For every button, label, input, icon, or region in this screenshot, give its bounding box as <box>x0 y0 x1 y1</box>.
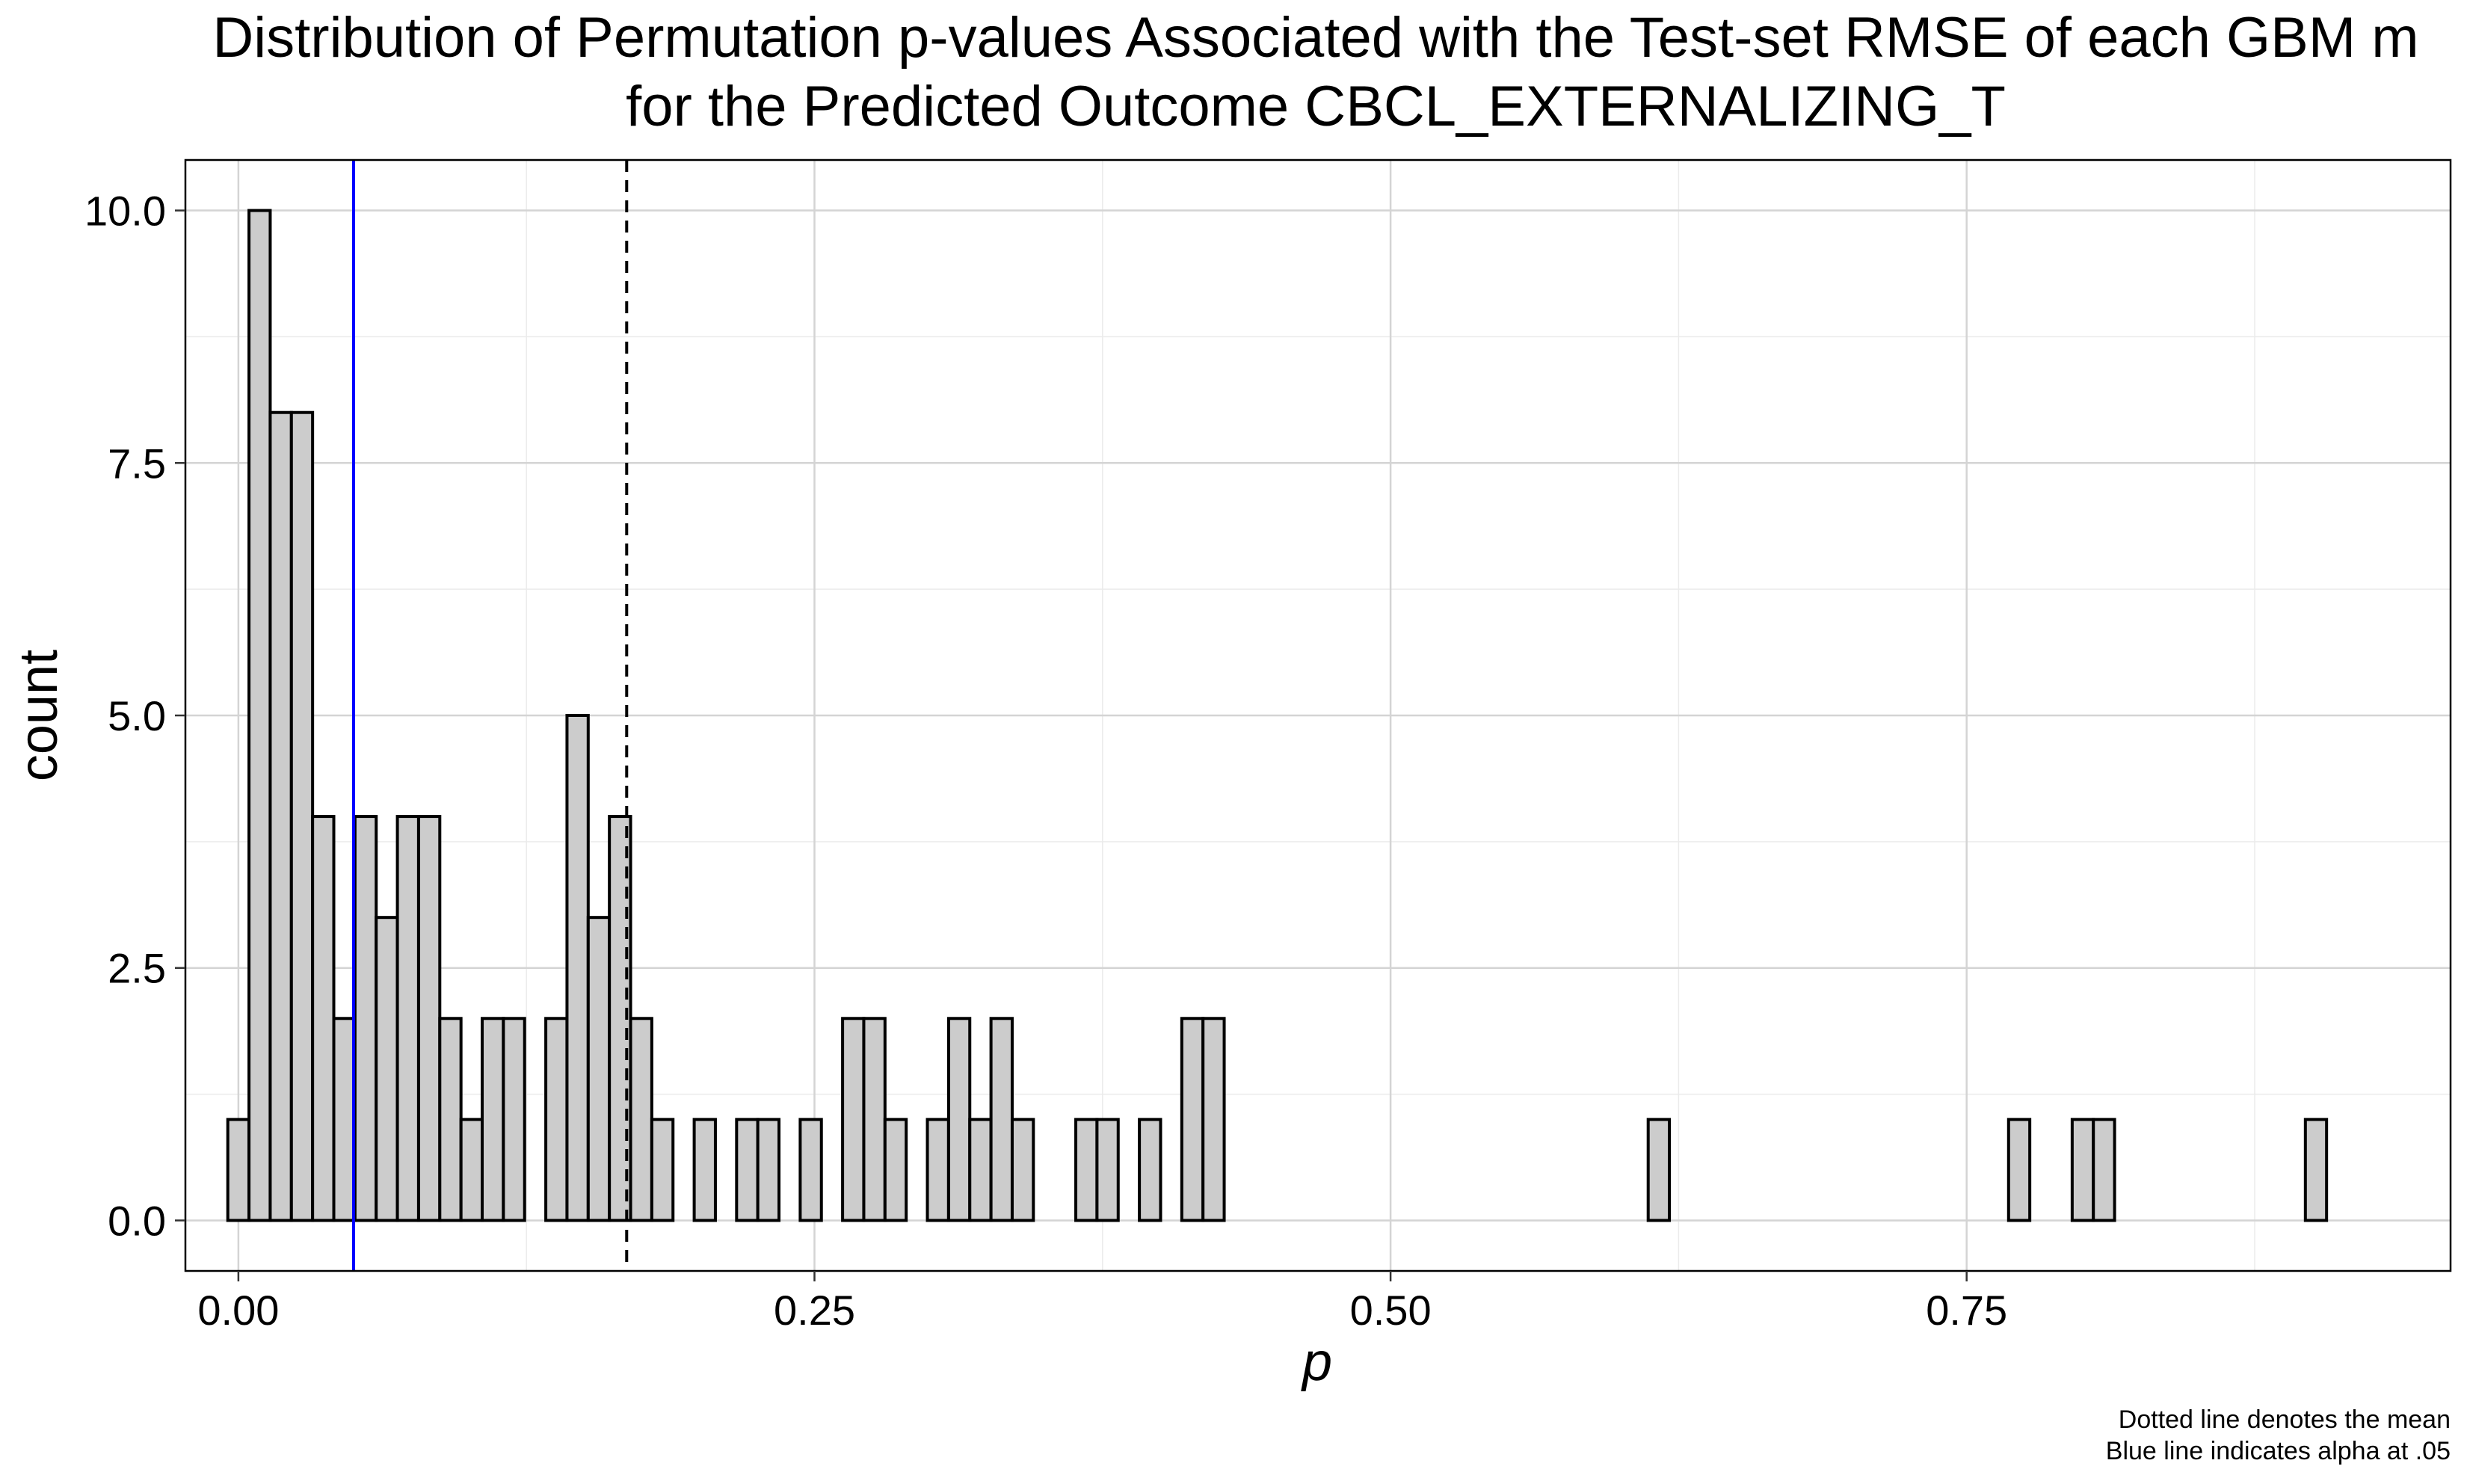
histogram-bar <box>459 1118 484 1222</box>
histogram-bar <box>798 1118 823 1222</box>
x-tick-label: 0.75 <box>1926 1287 2007 1334</box>
histogram-bar <box>1095 1118 1120 1222</box>
histogram-bars <box>226 209 2329 1222</box>
caption-alpha-note: Blue line indicates alpha at .05 <box>2106 1437 2451 1465</box>
histogram-bar <box>2006 1118 2032 1222</box>
histogram-bar <box>2092 1118 2116 1222</box>
histogram-bar <box>946 1017 972 1222</box>
histogram-bar <box>226 1118 251 1222</box>
histogram-bar <box>841 1017 866 1222</box>
y-axis: 0.0 2.5 5.0 7.5 10.0 <box>84 188 185 1244</box>
histogram-bar <box>481 1017 505 1222</box>
reference-lines <box>352 160 629 1271</box>
histogram-bar <box>332 1017 357 1222</box>
y-tick-label: 0.0 <box>108 1197 166 1244</box>
histogram-bar <box>502 1017 526 1222</box>
y-axis-label: count <box>9 650 69 781</box>
y-tick-label: 2.5 <box>108 945 166 992</box>
histogram-bar <box>586 916 612 1222</box>
histogram-bar <box>268 410 293 1222</box>
x-axis: 0.00 0.25 0.50 0.75 <box>197 1271 2007 1334</box>
histogram-bar <box>1646 1118 1672 1222</box>
histogram-bar <box>289 410 315 1222</box>
histogram-bar <box>1074 1118 1099 1222</box>
histogram-bar <box>395 815 420 1222</box>
histogram-bar <box>883 1118 908 1222</box>
y-tick-label: 7.5 <box>108 440 166 487</box>
x-tick-label: 0.50 <box>1350 1287 1432 1334</box>
histogram-bar <box>1201 1017 1226 1222</box>
histogram-bar <box>438 1017 463 1222</box>
histogram-bar <box>862 1017 887 1222</box>
histogram-bar <box>650 1118 675 1222</box>
y-tick-label: 5.0 <box>108 692 166 739</box>
histogram-bar <box>2303 1118 2329 1222</box>
histogram-bar <box>1138 1118 1162 1222</box>
histogram-bar <box>416 815 442 1222</box>
histogram-bar <box>565 714 590 1222</box>
histogram-bar <box>311 815 336 1222</box>
histogram-bar <box>544 1017 569 1222</box>
histogram-bar <box>756 1118 781 1222</box>
x-tick-label: 0.25 <box>774 1287 855 1334</box>
y-tick-label: 10.0 <box>84 188 166 235</box>
histogram-bar <box>375 916 399 1222</box>
caption-mean-note: Dotted line denotes the mean <box>2119 1406 2451 1434</box>
histogram-bar <box>2070 1118 2095 1222</box>
x-tick-label: 0.00 <box>197 1287 279 1334</box>
histogram-bar <box>735 1118 760 1222</box>
chart-title-line2: for the Predicted Outcome CBCL_EXTERNALI… <box>626 75 2006 138</box>
histogram-bar <box>989 1017 1014 1222</box>
histogram-bar <box>629 1017 653 1222</box>
histogram-bar <box>925 1118 950 1222</box>
histogram-bar <box>692 1118 717 1222</box>
histogram-bar <box>1010 1118 1035 1222</box>
x-axis-label: p <box>1301 1332 1332 1392</box>
histogram-bar <box>353 815 378 1222</box>
histogram-bar <box>247 209 272 1222</box>
chart-title-line1: Distribution of Permutation p-values Ass… <box>212 6 2418 70</box>
histogram-bar <box>968 1118 993 1222</box>
histogram-bar <box>1180 1017 1205 1222</box>
